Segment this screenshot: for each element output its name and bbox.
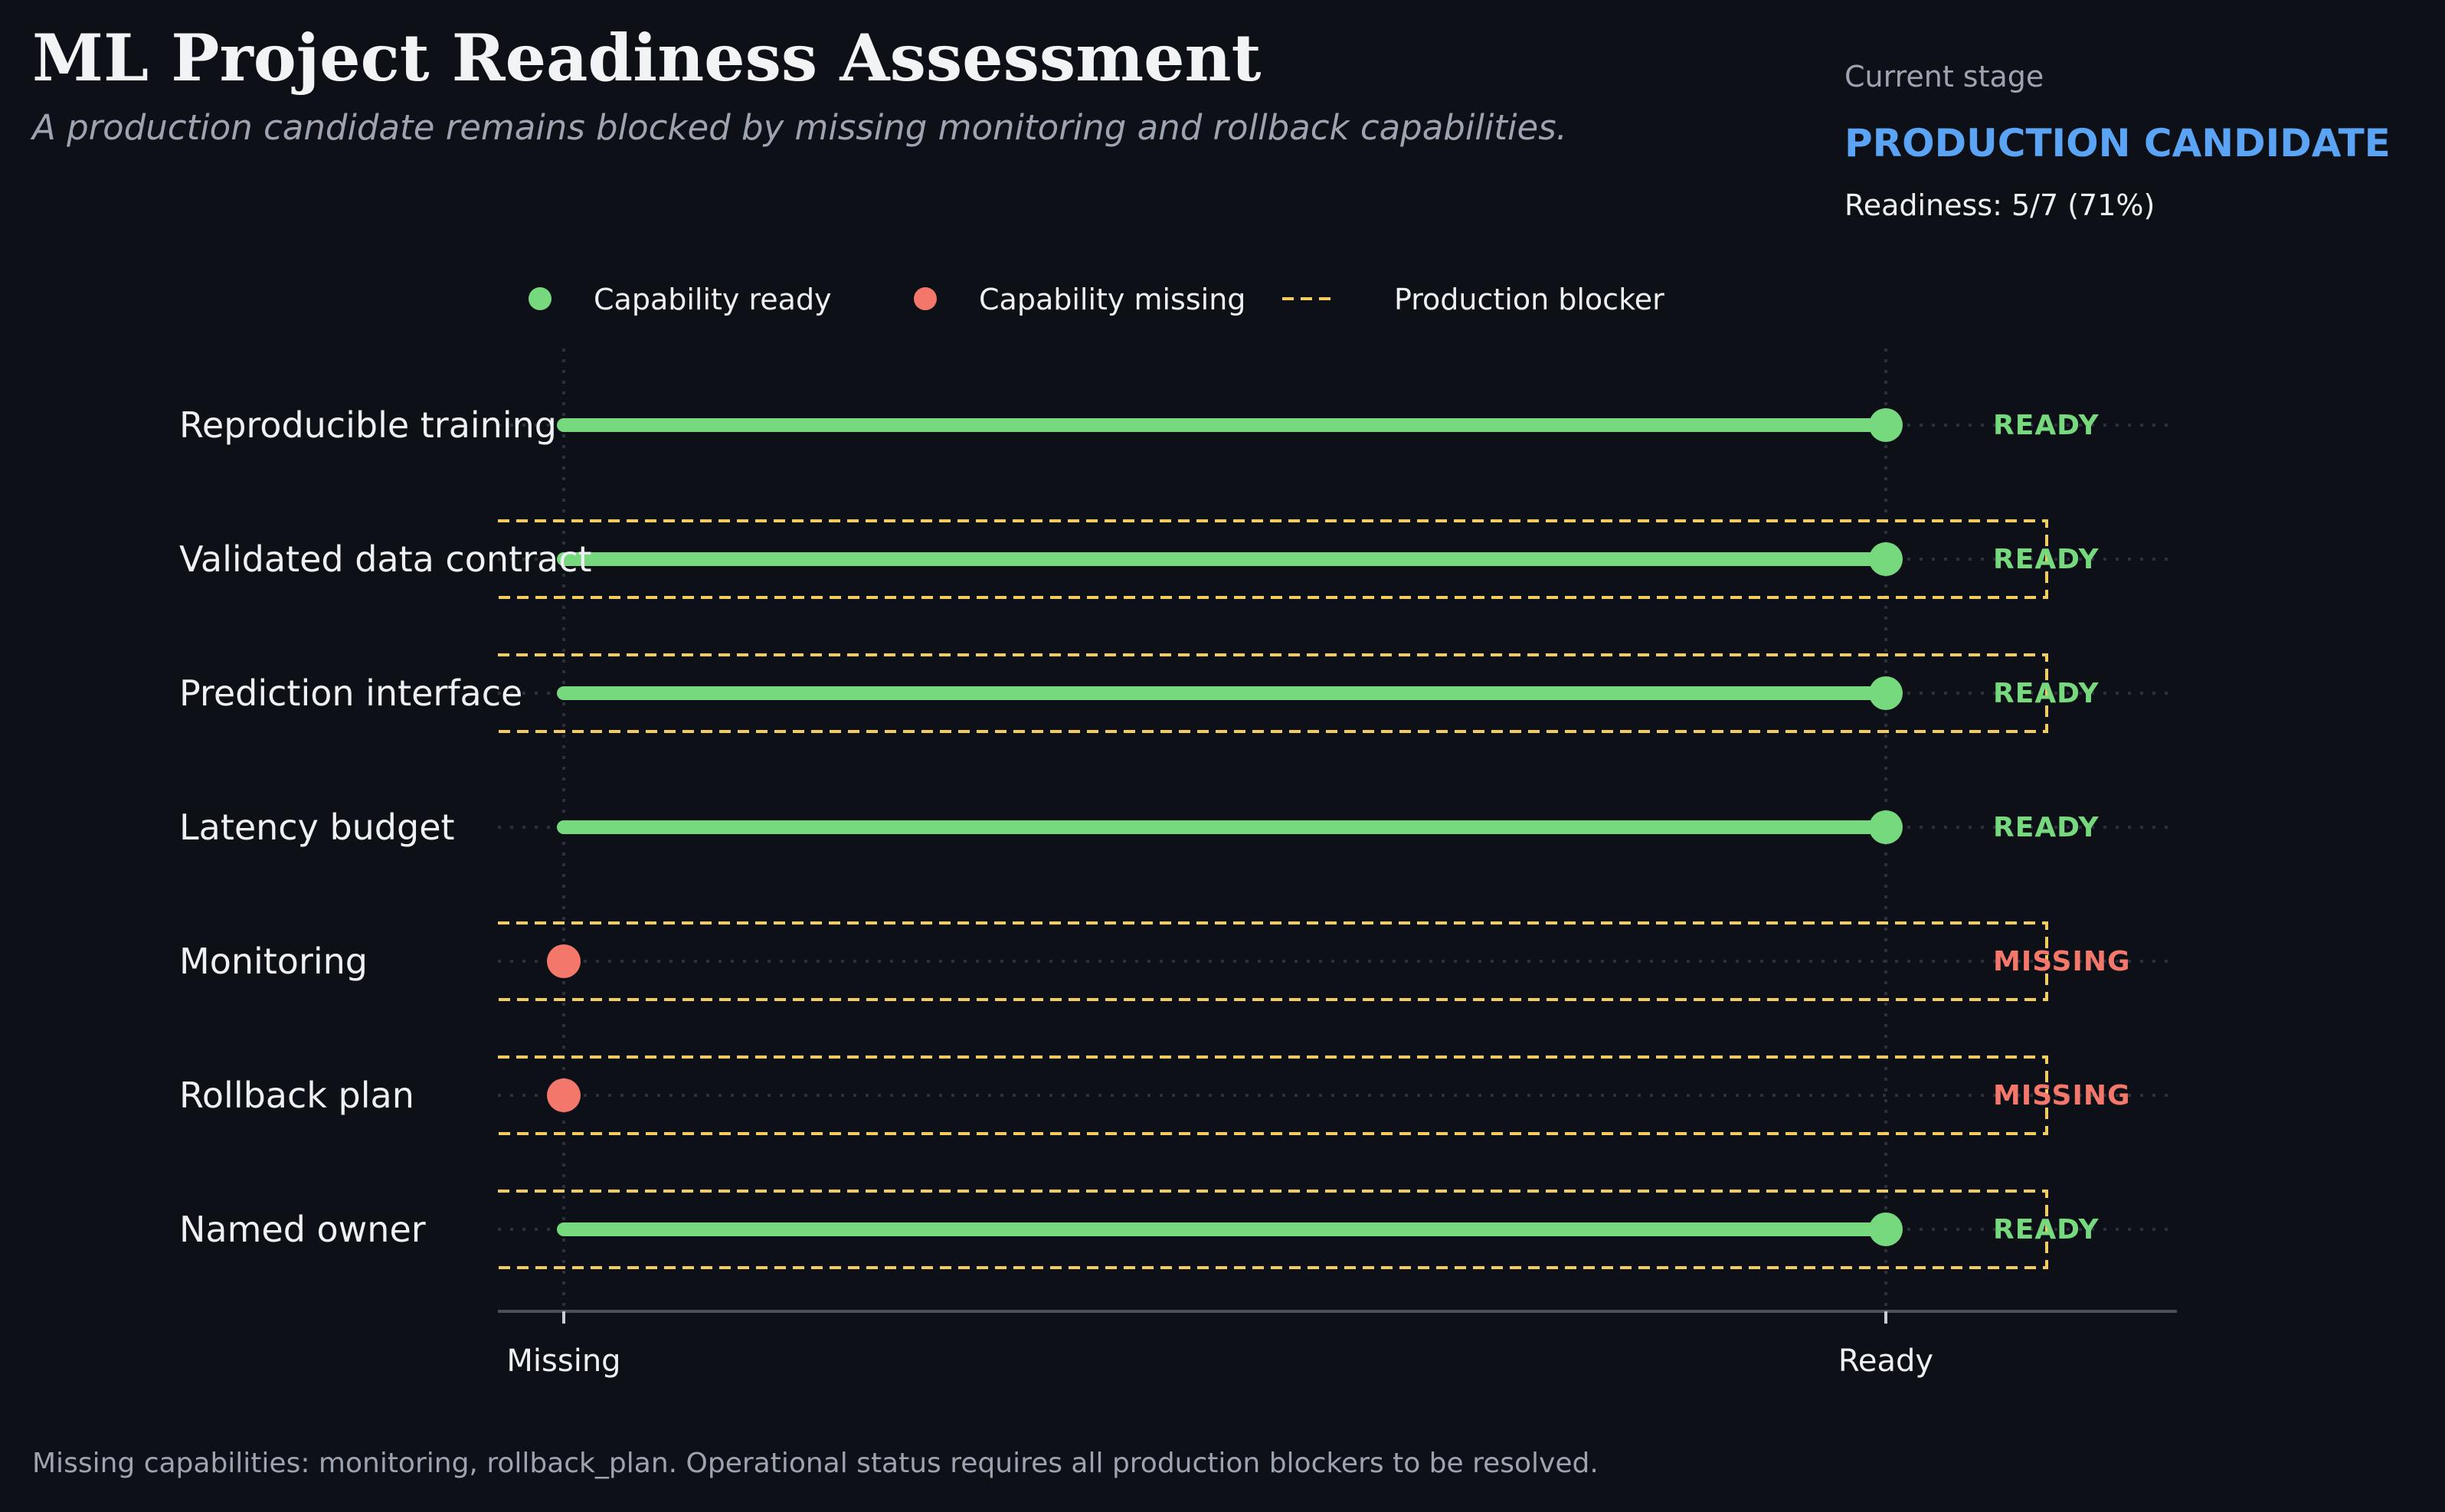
row-label: Validated data contract — [179, 538, 591, 580]
stage-value: PRODUCTION CANDIDATE — [1844, 121, 2391, 165]
ready-point — [1869, 1213, 1903, 1246]
readiness-summary: Readiness: 5/7 (71%) — [1844, 188, 2155, 222]
status-label: MISSING — [1993, 946, 2131, 977]
ready-point — [1869, 810, 1903, 844]
blocker-box — [498, 1190, 2048, 1269]
status-label: READY — [1993, 544, 2100, 575]
row-label: Latency budget — [179, 807, 455, 848]
row-label: Reproducible training — [179, 404, 557, 446]
row-label: Prediction interface — [179, 673, 522, 714]
x-tick-label: Missing — [506, 1343, 620, 1379]
missing-point — [547, 944, 581, 978]
blocker-box — [498, 1055, 2048, 1135]
status-label: READY — [1993, 812, 2100, 843]
legend-label: Production blocker — [1394, 283, 1664, 316]
blocker-box — [498, 921, 2048, 1001]
status-label: READY — [1993, 410, 2100, 441]
ready-point — [1869, 676, 1903, 710]
row-label: Rollback plan — [179, 1075, 414, 1116]
stage-label: Current stage — [1844, 60, 2044, 93]
footnote: Missing capabilities: monitoring, rollba… — [32, 1448, 1599, 1479]
missing-point — [547, 1078, 581, 1112]
blocker-box — [498, 519, 2048, 599]
chart-subtitle: A production candidate remains blocked b… — [32, 107, 1567, 148]
ready-point — [1869, 408, 1903, 442]
legend-label: Capability missing — [979, 283, 1245, 316]
row-label: Monitoring — [179, 941, 368, 982]
chart-title: ML Project Readiness Assessment — [32, 20, 1262, 96]
status-label: READY — [1993, 1214, 2100, 1245]
ready-point — [1869, 542, 1903, 576]
status-label: MISSING — [1993, 1080, 2131, 1111]
row-label: Named owner — [179, 1209, 426, 1250]
x-tick-label: Ready — [1838, 1343, 1933, 1379]
legend-marker — [914, 287, 937, 310]
status-label: READY — [1993, 678, 2100, 709]
blocker-box — [498, 653, 2048, 733]
legend-label: Capability ready — [594, 283, 832, 316]
legend-marker — [529, 287, 552, 310]
